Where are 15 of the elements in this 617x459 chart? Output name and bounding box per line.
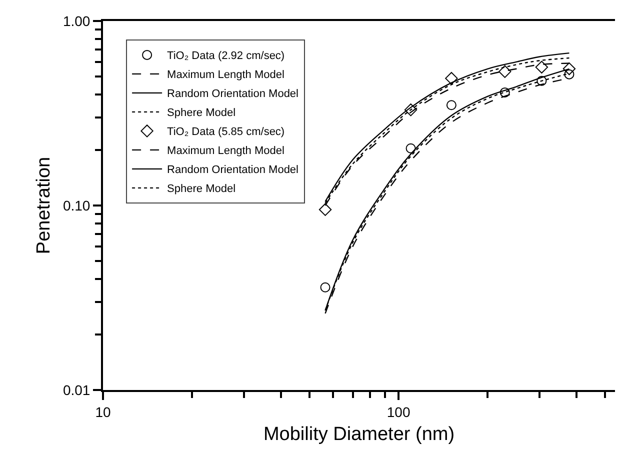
legend-label: TiO₂ Data (2.92 cm/sec)	[167, 50, 285, 62]
y-axis-title: Penetration	[33, 156, 54, 254]
legend-label: TiO₂ Data (5.85 cm/sec)	[167, 126, 285, 138]
y-tick-label: 1.00	[62, 12, 90, 29]
legend-label: Maximum Length Model	[167, 145, 284, 158]
legend-label: Random Orientation Model	[167, 88, 299, 100]
y-tick-label: 0.01	[62, 382, 90, 398]
x-tick-label: 100	[386, 404, 410, 420]
legend-label: Sphere Model	[167, 183, 236, 196]
legend-label: Random Orientation Model	[167, 164, 299, 176]
x-axis-title: Mobility Diameter (nm)	[263, 424, 455, 446]
legend-label: Maximum Length Model	[167, 69, 284, 82]
legend-label: Sphere Model	[167, 107, 236, 120]
x-tick-label: 10	[95, 404, 111, 420]
y-tick-label: 0.10	[62, 197, 90, 214]
